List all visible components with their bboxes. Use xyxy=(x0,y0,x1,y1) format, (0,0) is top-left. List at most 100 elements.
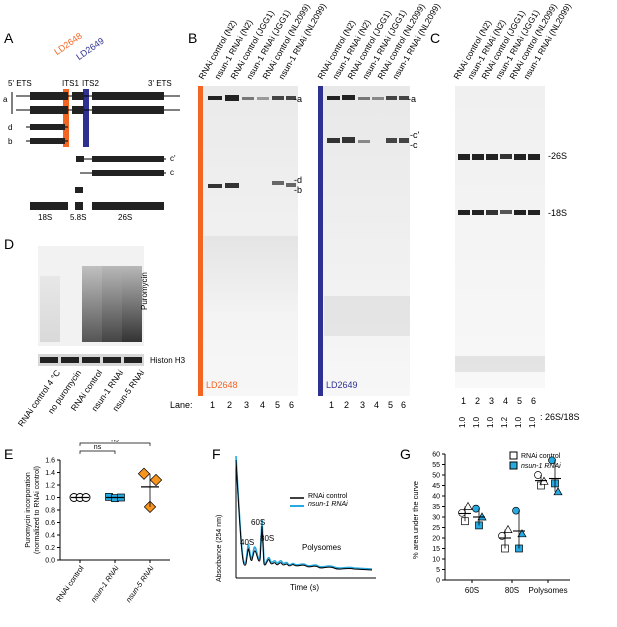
g-ytick-label: 20 xyxy=(432,536,440,543)
e-ytick-label: 0.2 xyxy=(45,545,55,552)
e-point xyxy=(137,467,151,480)
g-ytick-label: 25 xyxy=(432,525,440,532)
c-ratio-3: 1.0 xyxy=(486,416,495,428)
g-ytick-label: 60 xyxy=(432,452,440,459)
gel2-mark-a: -a xyxy=(408,94,417,104)
species-b: b xyxy=(8,137,13,146)
g-point xyxy=(548,456,556,465)
c-mark-26s: -26S xyxy=(548,151,568,161)
its2-label: ITS2 xyxy=(82,79,99,88)
e-ytick-label: 1.0 xyxy=(45,495,55,502)
g-ytick-label: 10 xyxy=(432,557,440,564)
e-ytick-label: 0.6 xyxy=(45,520,55,527)
species-c-prime: c' xyxy=(170,154,176,163)
gel1-probe-label: LD2648 xyxy=(206,380,238,390)
e-ytick-label: 1.6 xyxy=(45,458,55,465)
panel-e-chart: 0.0 0.2 0.4 0.6 0.8 1.0 1.2 1.4 1.6 Puromycin inc… xyxy=(25,440,170,604)
e-ytick-label: 0.0 xyxy=(45,558,55,565)
g-ytick-label: 55 xyxy=(432,462,440,469)
lane-word: Lane: xyxy=(170,400,193,410)
panel-g-letter: G xyxy=(400,446,411,462)
e-xtick-label: RNAi control xyxy=(54,564,86,604)
c-ratio-1: 1.0 xyxy=(458,416,467,428)
panel-e-letter: E xyxy=(4,446,14,462)
g-ytick-label: 30 xyxy=(432,515,440,522)
g-ytick-label: 0 xyxy=(436,578,440,585)
gel1-mark-b: -b xyxy=(294,185,303,195)
g-legend-control: RNAi control xyxy=(521,453,561,460)
c-ratio-4: 1.2 xyxy=(500,416,509,428)
g-xtick-label: Polysomes xyxy=(528,586,567,595)
g-point xyxy=(463,501,473,510)
c-ratio-6: 1.0 xyxy=(528,416,537,428)
e-ylabel-2: (normalized to RNAi control) xyxy=(34,466,41,554)
probe-ld2648-bar xyxy=(63,89,69,147)
c-ratio-5: 1.0 xyxy=(514,416,523,428)
g-xtick-label: 60S xyxy=(465,586,479,595)
histone-blot xyxy=(38,354,144,366)
panel-f-chart xyxy=(235,455,376,579)
e-ytick-label: 0.4 xyxy=(45,533,55,540)
g-legend-swatch-control xyxy=(509,451,518,460)
f-peak-polysomes: Polysomes xyxy=(302,543,342,552)
g-ytick-label: 45 xyxy=(432,483,440,490)
e-ytick-label: 1.2 xyxy=(45,483,55,490)
g-ytick-label: 15 xyxy=(432,546,440,553)
f-xlabel: Time (s) xyxy=(290,583,320,592)
panel-a-diagram xyxy=(11,89,180,210)
g-point xyxy=(458,508,466,517)
g-point xyxy=(503,524,513,533)
blot-puromycin-label: Puromycin xyxy=(140,272,149,310)
panel-a-letter: A xyxy=(4,30,14,46)
blot-histone-label: Histon H3 xyxy=(150,356,186,365)
panel-g-chart: 0 5 10 15 20 25 30 35 40 45 50 55 60 % area under the… xyxy=(411,451,570,595)
gel2-probe-label: LD2649 xyxy=(326,380,358,390)
gel1-mark-a: -a xyxy=(294,94,303,104)
ets3-label: 3' ETS xyxy=(148,79,172,88)
c-ratio-label: : 26S/18S xyxy=(540,412,580,422)
f-legend-nsun1: nsun-1 RNAi xyxy=(308,501,348,508)
f-peak-40s: 40S xyxy=(240,538,255,547)
c-ratio-2: 1.0 xyxy=(472,416,481,428)
profile-nsun1 xyxy=(235,455,373,570)
its1-label: ITS1 xyxy=(62,79,79,88)
ets5-label: 5' ETS xyxy=(8,79,32,88)
e-ns-bracket-2 xyxy=(79,442,151,446)
g-point xyxy=(472,504,480,513)
f-peak-80s: 80S xyxy=(260,534,275,543)
gel2-mark-c: -c xyxy=(410,140,418,150)
panel-f-letter: F xyxy=(212,446,221,462)
e-ylabel-1: Puromycin incorporation xyxy=(25,472,32,548)
e-xtick-label: nsun-1 RNAi xyxy=(89,564,121,604)
e-xtick-label: nsun-5 RNAi xyxy=(124,564,156,604)
e-ytick-label: 0.8 xyxy=(45,508,55,515)
species-c: c xyxy=(170,168,174,177)
species-d: d xyxy=(8,123,13,132)
g-point xyxy=(553,487,563,496)
mature-58s: 5.8S xyxy=(70,213,87,222)
e-ns-bracket-1 xyxy=(79,450,116,454)
puromycin-blot xyxy=(38,246,144,346)
e-ns-1: ns xyxy=(94,444,102,451)
g-point xyxy=(512,506,520,515)
panel-c-letter: C xyxy=(430,30,441,46)
g-point xyxy=(517,529,527,538)
probe-ld2649-bar xyxy=(83,89,89,147)
g-ytick-label: 50 xyxy=(432,473,440,480)
g-legend-nsun1: nsun-1 RNAi xyxy=(521,463,561,470)
f-peak-60s: 60S xyxy=(251,518,266,527)
g-ytick-label: 40 xyxy=(432,494,440,501)
g-point xyxy=(534,471,542,479)
c-mark-18s: -18S xyxy=(548,208,568,218)
g-ylabel: % area under the curve xyxy=(411,481,420,559)
gel2-mark-c-prime: -c' xyxy=(410,130,420,140)
g-ytick-label: 35 xyxy=(432,504,440,511)
e-ytick-label: 1.4 xyxy=(45,470,55,477)
g-legend-swatch-nsun1 xyxy=(509,461,518,470)
gel1-mark-d: -d xyxy=(294,175,303,185)
mature-26s: 26S xyxy=(118,213,133,222)
gel-ld2649 xyxy=(318,86,410,396)
g-xtick-label: 80S xyxy=(505,586,519,595)
gel-ld2648 xyxy=(198,86,298,396)
f-legend-control: RNAi control xyxy=(308,493,348,500)
